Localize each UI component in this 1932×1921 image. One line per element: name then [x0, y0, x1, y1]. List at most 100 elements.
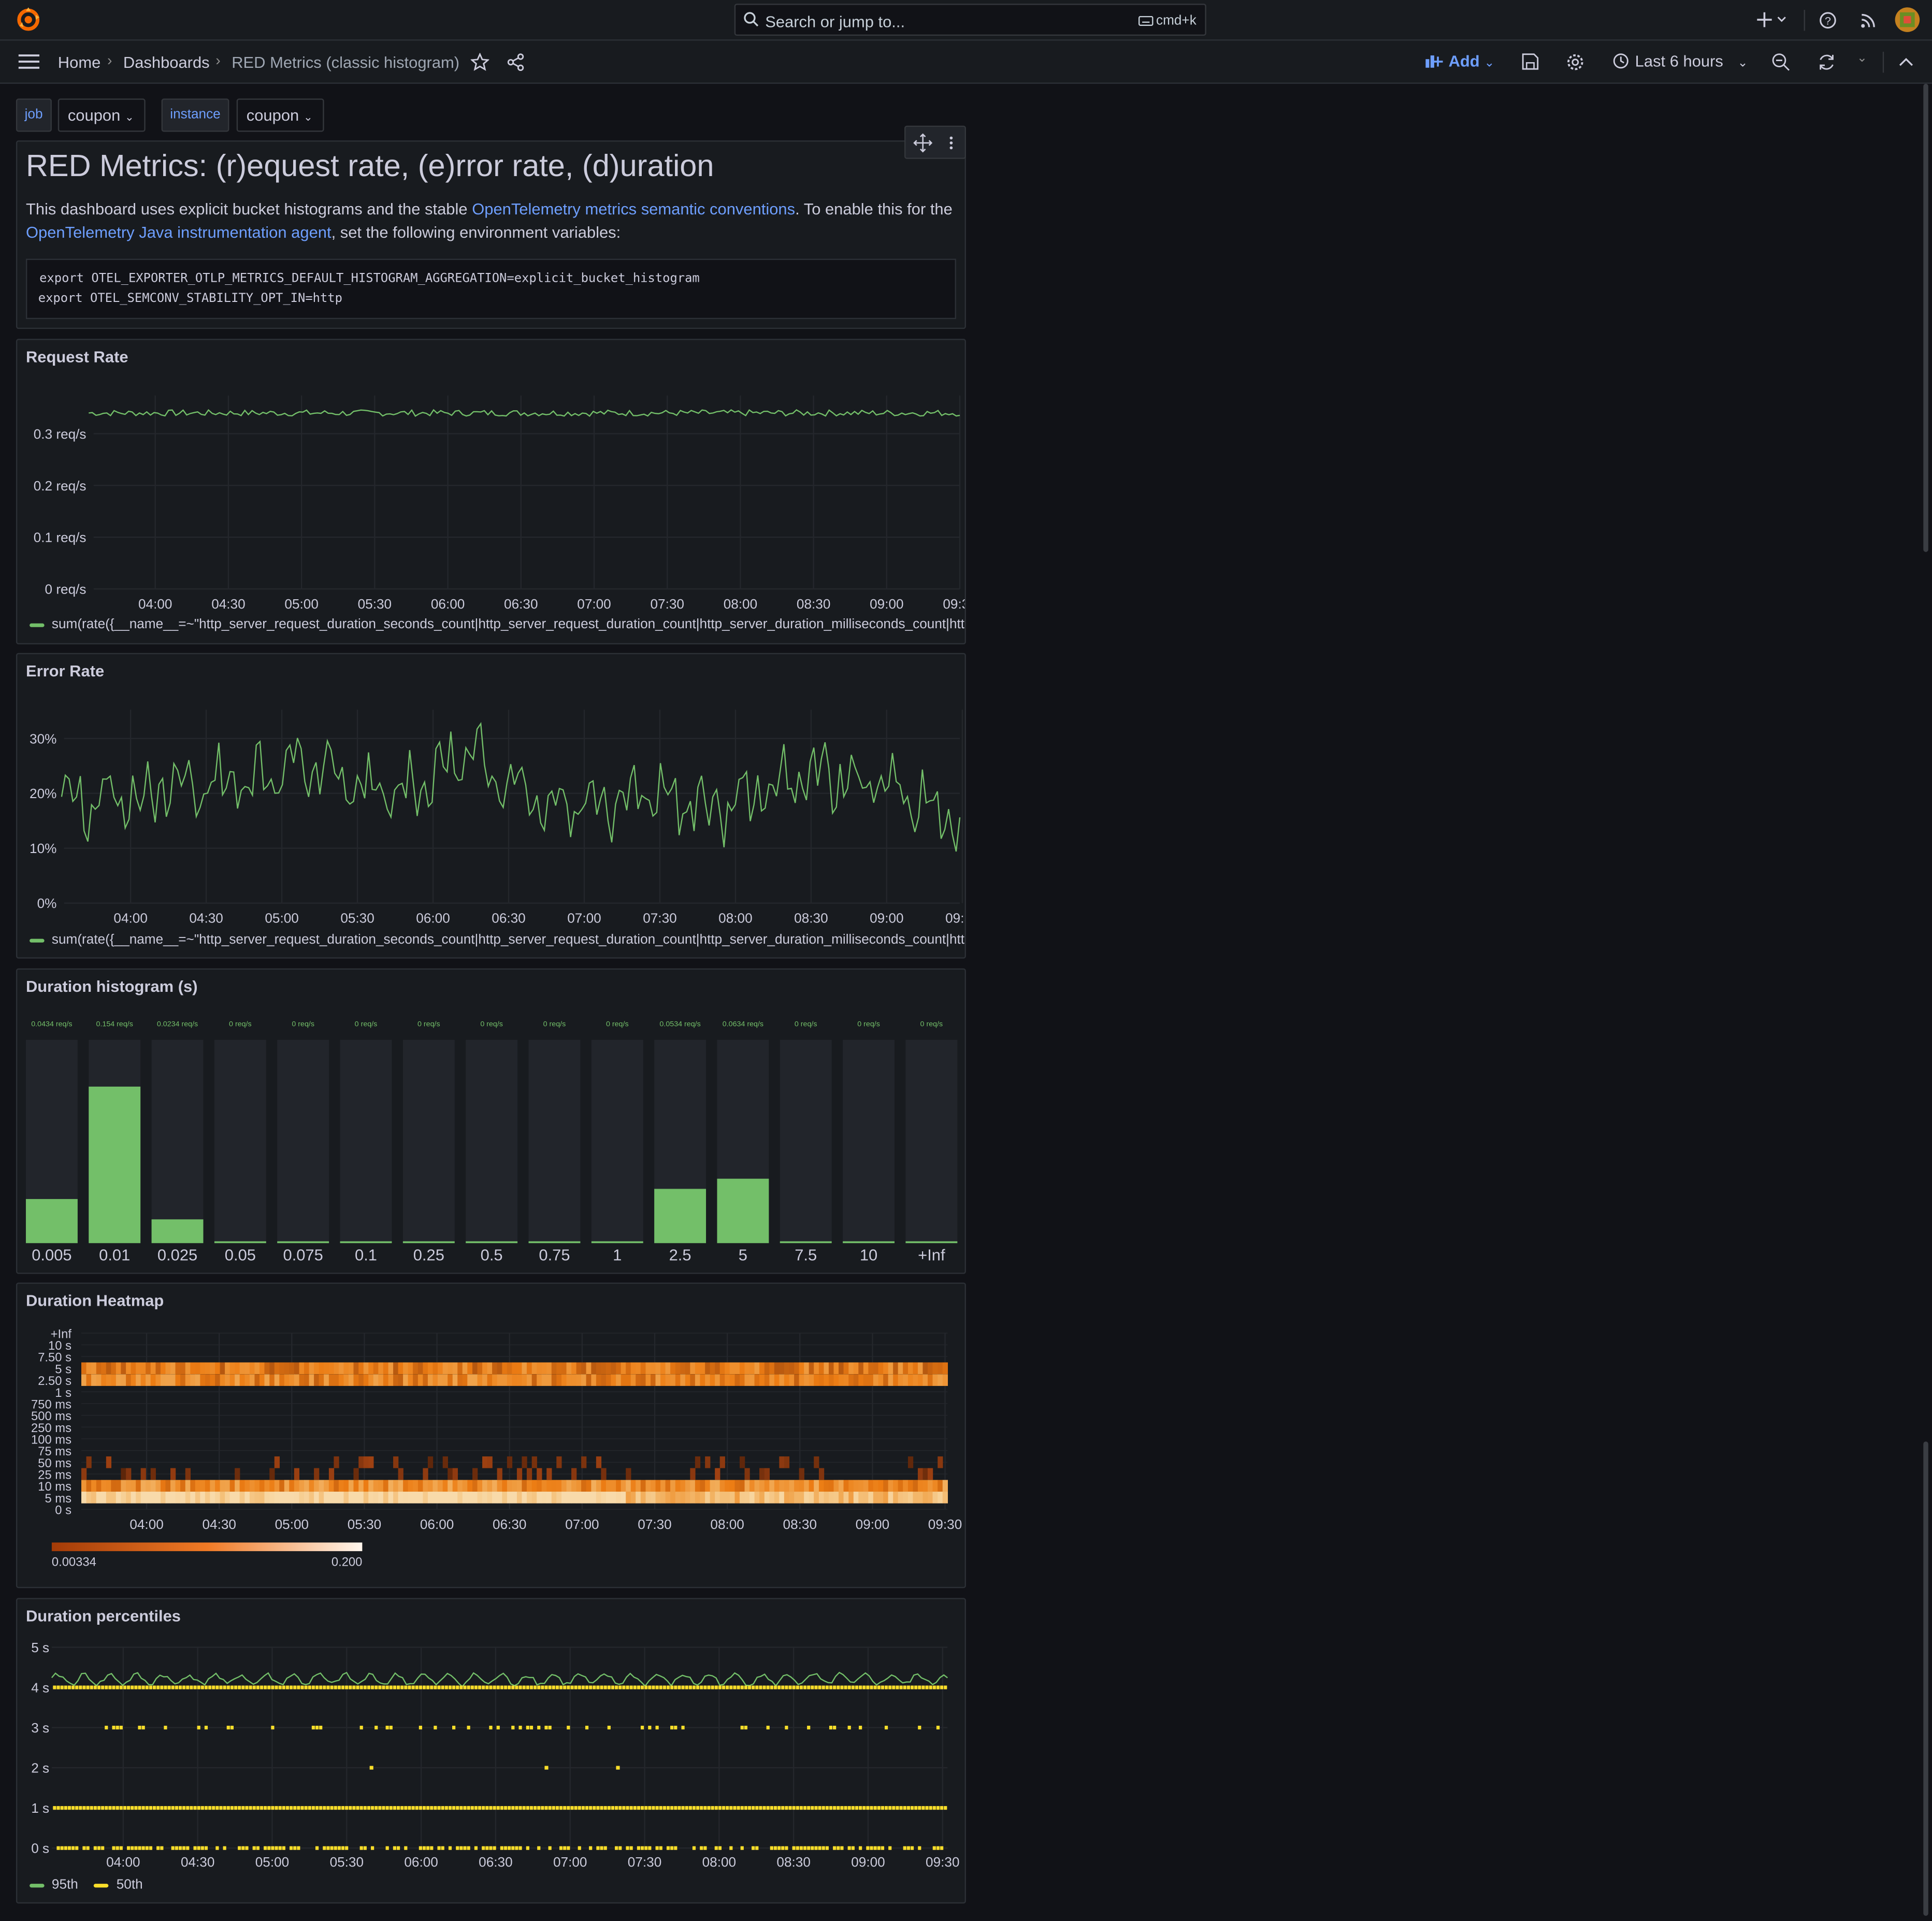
scrollbar[interactable]	[1923, 1441, 1928, 1916]
data-point-50th	[640, 1725, 644, 1730]
heatmap-cell	[556, 1456, 562, 1468]
bar-value-label: 0 req/s	[480, 1020, 503, 1029]
y-tick-label: 0.1 req/s	[34, 530, 86, 545]
data-point-50th	[570, 1685, 574, 1689]
heatmap-cell	[180, 1374, 186, 1386]
save-icon[interactable]	[1522, 53, 1539, 70]
chevron-up-icon[interactable]	[1899, 55, 1914, 68]
x-tick-label: 10	[860, 1246, 877, 1264]
heatmap-cell	[888, 1362, 893, 1375]
data-point-50th	[371, 1685, 374, 1689]
heatmap-cell	[917, 1492, 924, 1504]
zoom-out-icon[interactable]	[1772, 53, 1791, 71]
heatmap-cell	[858, 1374, 864, 1386]
menu-icon[interactable]	[18, 53, 40, 70]
data-point-50th	[463, 1685, 467, 1689]
data-point-50th	[851, 1685, 855, 1689]
data-point-50th	[186, 1685, 190, 1689]
heatmap-cell	[393, 1492, 399, 1504]
heatmap-cell	[487, 1374, 493, 1386]
data-point-50th	[733, 1806, 737, 1810]
heatmap-cell	[86, 1492, 92, 1504]
heatmap-cell	[106, 1374, 112, 1386]
heatmap-cell	[729, 1480, 735, 1492]
data-point-50th	[245, 1846, 249, 1850]
heatmap-cell	[551, 1374, 557, 1386]
rss-icon[interactable]	[1859, 11, 1878, 30]
panel-title[interactable]: Error Rate	[25, 661, 105, 681]
star-icon[interactable]	[470, 53, 489, 71]
data-point-50th	[888, 1846, 892, 1850]
heatmap-cell	[566, 1374, 572, 1386]
refresh-icon[interactable]	[1818, 53, 1836, 71]
legend-item[interactable]: sum(rate({__name__=~"http_server_request…	[30, 617, 965, 632]
semconv-link[interactable]: OpenTelemetry metrics semantic conventio…	[472, 199, 796, 219]
panel-title[interactable]: Duration histogram (s)	[25, 977, 198, 996]
heatmap-cell	[675, 1362, 681, 1375]
y-tick-label: 20%	[30, 786, 56, 801]
breadcrumb-home[interactable]: Home	[57, 53, 101, 71]
panel-title[interactable]: Duration Heatmap	[25, 1291, 164, 1310]
heatmap-cell	[279, 1362, 285, 1375]
data-point-50th	[293, 1846, 297, 1850]
data-point-50th	[116, 1725, 119, 1730]
refresh-interval-chevron-down-icon[interactable]: ⌄	[1856, 51, 1867, 66]
heatmap-cell	[705, 1374, 711, 1386]
x-tick-label: 0.025	[157, 1246, 197, 1264]
breadcrumb-dashboards[interactable]: Dashboards	[123, 53, 210, 71]
avatar[interactable]	[1895, 7, 1920, 32]
share-icon[interactable]	[507, 53, 525, 71]
more-vertical-icon[interactable]	[947, 134, 955, 151]
legend-item-50th[interactable]: 50th	[94, 1877, 143, 1893]
data-point-50th	[178, 1846, 182, 1850]
search-input[interactable]: Search or jump to... cmd+k	[734, 4, 1206, 36]
x-tick-label: 09:30	[945, 911, 966, 926]
data-point-50th	[866, 1685, 870, 1689]
variable-select-job[interactable]: coupon ⌄	[57, 98, 146, 132]
heatmap-cell	[922, 1492, 928, 1504]
data-point-50th	[200, 1846, 204, 1850]
panel-title[interactable]: Request Rate	[25, 347, 128, 366]
heatmap-cell	[299, 1362, 305, 1375]
data-point-50th	[356, 1806, 359, 1810]
java-agent-link[interactable]: OpenTelemetry Java instrumentation agent	[25, 223, 331, 242]
data-point-50th	[508, 1846, 511, 1850]
heatmap-cell	[408, 1492, 413, 1504]
help-icon[interactable]: ?	[1819, 11, 1837, 30]
data-point-50th	[123, 1806, 127, 1810]
data-point-50th	[138, 1846, 141, 1850]
data-point-50th	[918, 1685, 921, 1689]
histogram-bar	[654, 1189, 707, 1244]
data-point-50th	[419, 1846, 422, 1850]
data-point-50th	[737, 1685, 740, 1689]
heatmap-cell	[605, 1492, 612, 1504]
legend-item-95th[interactable]: 95th	[30, 1877, 78, 1893]
gear-icon[interactable]	[1566, 53, 1584, 71]
heatmap-cell	[907, 1492, 914, 1504]
heatmap-cell	[175, 1362, 181, 1375]
data-point-50th	[90, 1685, 93, 1689]
data-point-50th	[93, 1806, 97, 1810]
code-line: export OTEL_EXPORTER_OTLP_METRICS_DEFAUL…	[39, 272, 700, 286]
data-point-50th	[97, 1806, 101, 1810]
time-range-picker[interactable]: Last 6 hours ⌄	[1613, 52, 1748, 70]
legend-item[interactable]: sum(rate({__name__=~"http_server_request…	[30, 933, 965, 947]
add-button[interactable]: Add ⌄	[1425, 52, 1494, 70]
variable-select-instance[interactable]: coupon ⌄	[236, 98, 324, 132]
heatmap-cell	[630, 1480, 636, 1492]
heatmap-cell	[734, 1480, 740, 1492]
data-point-50th	[873, 1685, 877, 1689]
scrollbar[interactable]	[1923, 83, 1928, 552]
data-point-50th	[134, 1846, 138, 1850]
data-point-50th	[393, 1685, 397, 1689]
data-point-50th	[323, 1846, 326, 1850]
data-point-50th	[670, 1725, 674, 1730]
drag-handle-icon[interactable]	[913, 133, 933, 153]
data-point-50th	[341, 1846, 345, 1850]
x-tick-label: 09:00	[870, 596, 903, 612]
panel-title[interactable]: Duration percentiles	[25, 1606, 181, 1625]
heatmap-cell	[195, 1362, 201, 1375]
data-point-50th	[119, 1725, 123, 1730]
new-menu-button[interactable]	[1757, 7, 1786, 32]
grafana-logo-icon[interactable]	[15, 6, 42, 33]
